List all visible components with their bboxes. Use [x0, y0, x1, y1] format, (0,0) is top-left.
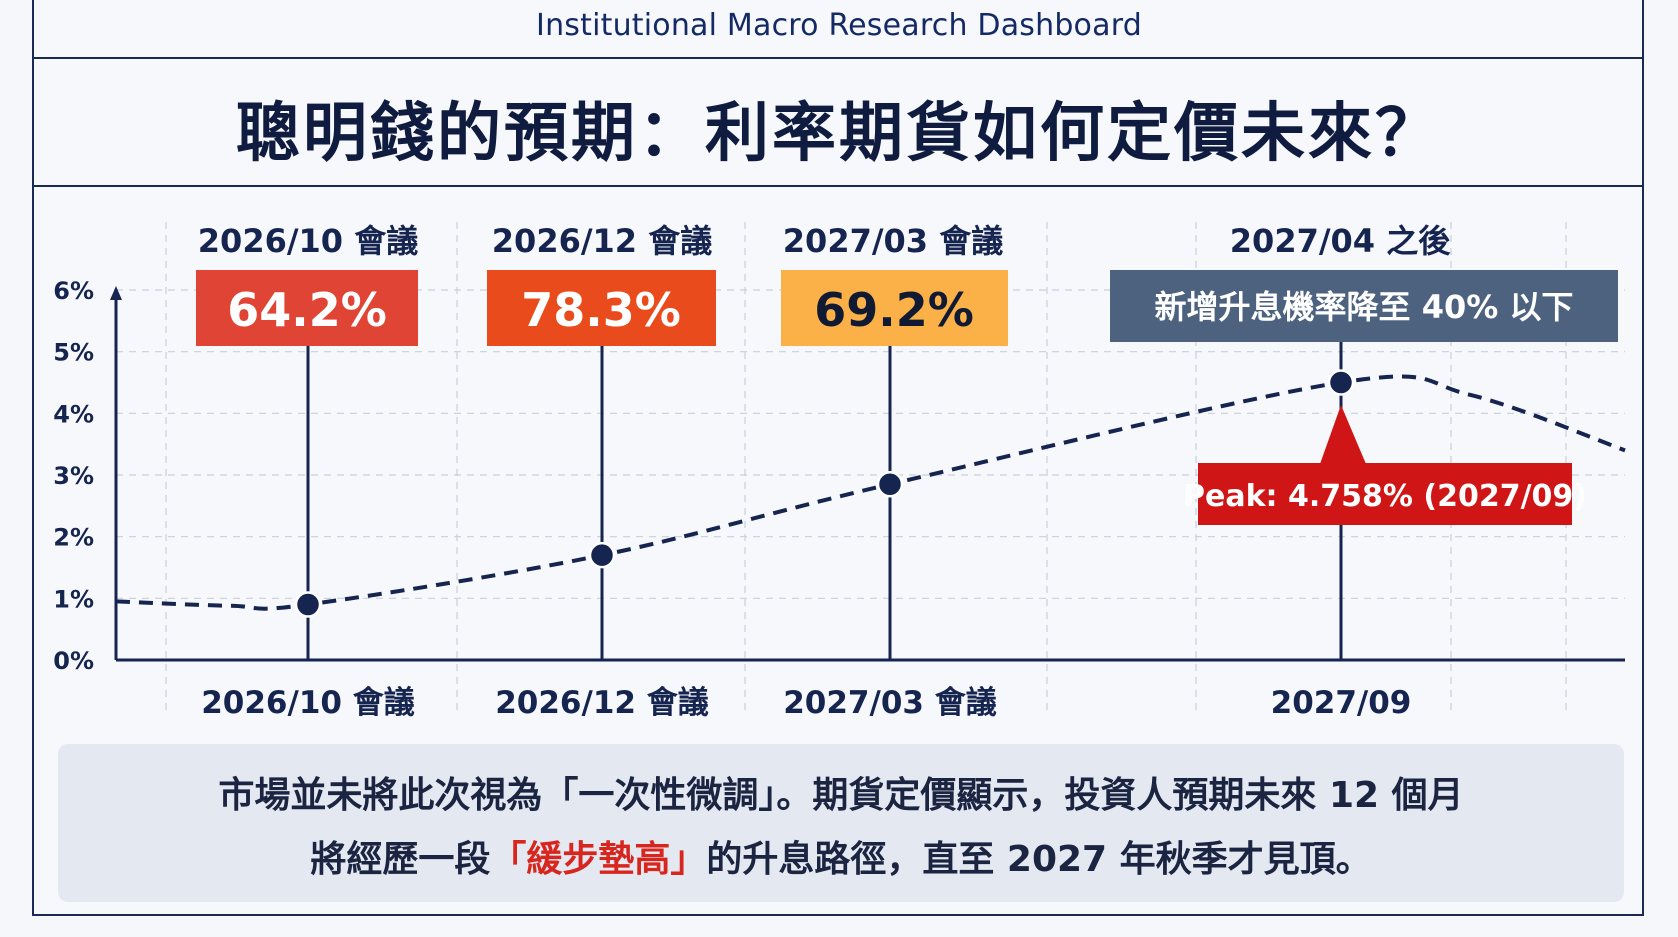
callout-3-label: 2027/03 會議: [783, 222, 1003, 260]
caption-highlight: 「緩步墊高」: [490, 839, 707, 880]
dashboard-title: Institutional Macro Research Dashboard: [536, 8, 1142, 43]
y-axis-arrow-icon: [110, 286, 122, 300]
y-tick-label: 5%: [53, 339, 94, 367]
y-tick-label: 6%: [53, 277, 94, 305]
x-tick-label: 2026/12 會議: [495, 685, 709, 721]
y-tick-label: 1%: [53, 585, 94, 613]
x-tick-label: 2027/09: [1271, 685, 1412, 721]
peak-label-box: [1198, 463, 1572, 525]
callout-1-value: 64.2%: [227, 283, 387, 337]
data-markers: [294, 369, 1355, 618]
callout-3-value: 69.2%: [814, 283, 974, 337]
page-title: 聰明錢的預期：利率期貨如何定價未來？: [236, 97, 1442, 171]
title-divider: [32, 185, 1644, 187]
y-tick-labels: 0% 1% 2% 3% 4% 5% 6%: [53, 277, 94, 675]
callout-1-label: 2026/10 會議: [198, 222, 418, 260]
callout-2-box: [487, 270, 716, 346]
callout-1-box: [196, 270, 418, 346]
peak-label: Peak: 4.758% (2027/09): [1183, 479, 1587, 514]
caption-line-2-end: 的升息路徑，直至 2027 年秋季才見頂。: [706, 839, 1372, 880]
y-tick-label: 0%: [53, 647, 94, 675]
header-divider: [32, 57, 1644, 59]
y-tick-label: 3%: [53, 462, 94, 490]
x-tick-labels: 2026/10 會議 2026/12 會議 2027/03 會議 2027/09: [201, 685, 1411, 721]
forward-rate-curve: [115, 374, 1626, 611]
data-point: [588, 541, 616, 569]
callout-4-box: [1110, 270, 1618, 342]
data-point: [1327, 369, 1355, 396]
x-tick-label: 2026/10 會議: [201, 685, 415, 721]
y-tick-label: 2%: [53, 524, 94, 552]
caption-line-2-start: 將經歷一段: [310, 839, 491, 880]
callout-2-value: 78.3%: [521, 283, 681, 337]
rate-path-chart: 0% 1% 2% 3% 4% 5% 6% 2026/10 會議 2026/12 會議 2027/…: [53, 222, 1626, 721]
callout-2-label: 2026/12 會議: [492, 222, 712, 260]
x-tick-label: 2027/03 會議: [783, 685, 997, 721]
data-point: [876, 471, 904, 498]
caption-line-1: 市場並未將此次視為「一次性微調」。期貨定價顯示，投資人預期未來 12 個月: [218, 775, 1464, 816]
caption-line-2: 將經歷一段「緩步墊高」的升息路徑，直至 2027 年秋季才見頂。: [88, 828, 1594, 892]
callout-3-box: [781, 270, 1008, 346]
data-point: [294, 591, 322, 618]
chart-axes: [110, 286, 1625, 662]
y-tick-label: 4%: [53, 400, 94, 428]
callout-4-value: 新增升息機率降至 40% 以下: [1155, 288, 1574, 326]
peak-pointer: [1320, 405, 1366, 464]
summary-caption: 市場並未將此次視為「一次性微調」。期貨定價顯示，投資人預期未來 12 個月 將經…: [58, 744, 1624, 902]
callout-4-label: 2027/04 之後: [1230, 222, 1451, 260]
